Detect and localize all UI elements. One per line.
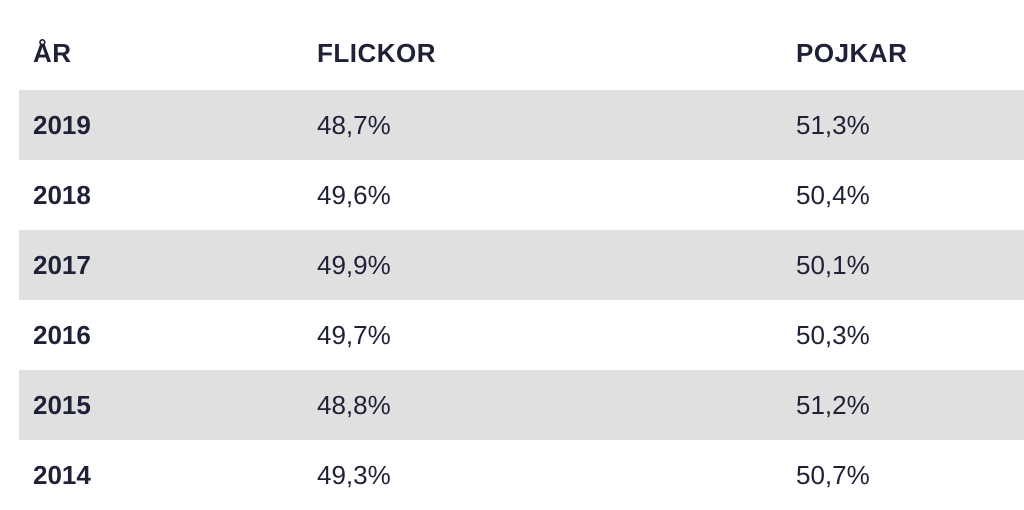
header-year: ÅR	[33, 37, 72, 68]
cell-year: 2018	[33, 179, 91, 210]
cell-girls: 49,7%	[317, 319, 391, 350]
table-row: 2018 49,6% 50,4%	[19, 160, 1024, 230]
cell-year: 2019	[33, 109, 91, 140]
cell-boys: 50,3%	[796, 319, 870, 350]
table-row: 2015 48,8% 51,2%	[19, 370, 1024, 440]
cell-girls: 48,7%	[317, 109, 391, 140]
table-row: 2016 49,7% 50,3%	[19, 300, 1024, 370]
cell-girls: 48,8%	[317, 389, 391, 420]
cell-year: 2015	[33, 389, 91, 420]
cell-boys: 50,7%	[796, 459, 870, 490]
cell-girls: 49,9%	[317, 249, 391, 280]
header-boys: POJKAR	[796, 37, 908, 68]
cell-boys: 51,3%	[796, 109, 870, 140]
cell-boys: 51,2%	[796, 389, 870, 420]
table-header-row: ÅR FLICKOR POJKAR	[19, 18, 1024, 88]
cell-year: 2014	[33, 459, 91, 490]
cell-girls: 49,6%	[317, 179, 391, 210]
cell-boys: 50,4%	[796, 179, 870, 210]
table-row: 2014 49,3% 50,7%	[19, 440, 1024, 510]
cell-year: 2016	[33, 319, 91, 350]
cell-girls: 49,3%	[317, 459, 391, 490]
header-girls: FLICKOR	[317, 37, 437, 68]
table-row: 2017 49,9% 50,1%	[19, 230, 1024, 300]
cell-boys: 50,1%	[796, 249, 870, 280]
cell-year: 2017	[33, 249, 91, 280]
table-row: 2019 48,7% 51,3%	[19, 90, 1024, 160]
